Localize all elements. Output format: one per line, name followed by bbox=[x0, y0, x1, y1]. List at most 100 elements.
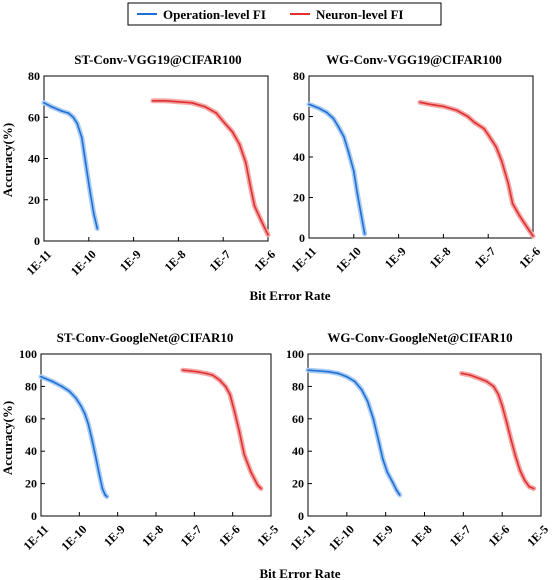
data-point-operation-level-fi bbox=[72, 116, 75, 119]
y-tick-label: 60 bbox=[292, 412, 304, 426]
y-tick-label: 60 bbox=[293, 110, 305, 124]
y-axis-label: Accuracy(%) bbox=[0, 123, 15, 197]
data-point-operation-level-fi bbox=[366, 400, 369, 402]
y-tick-label: 20 bbox=[292, 477, 304, 491]
y-tick-label: 0 bbox=[34, 234, 40, 248]
y-tick-label: 40 bbox=[25, 444, 37, 458]
y-tick-label: 20 bbox=[25, 477, 37, 491]
data-point-neuron-level-fi bbox=[518, 214, 521, 217]
legend-label-neuron: Neuron-level FI bbox=[316, 7, 404, 22]
y-tick-label: 20 bbox=[28, 193, 40, 207]
data-point-operation-level-fi bbox=[398, 494, 401, 496]
series-line-operation-level-fi bbox=[308, 103, 366, 235]
data-point-operation-level-fi bbox=[395, 489, 398, 491]
data-point-operation-level-fi bbox=[74, 396, 77, 399]
y-axis-label: Accuracy(%) bbox=[0, 401, 15, 475]
x-tick-label: 1E-7 bbox=[447, 522, 474, 549]
x-tick-label: 1E-10 bbox=[333, 244, 364, 275]
data-point-neuron-level-fi bbox=[523, 479, 526, 482]
series-line-neuron-level-fi bbox=[182, 369, 262, 490]
x-axis-label-bottom: Bit Error Rate bbox=[259, 566, 340, 580]
y-tick-label: 40 bbox=[293, 150, 305, 164]
y-tick-label: 0 bbox=[298, 509, 304, 523]
series-line-operation-level-fi bbox=[40, 375, 108, 498]
data-point-neuron-level-fi bbox=[519, 469, 521, 472]
data-point-operation-level-fi bbox=[84, 413, 86, 415]
data-point-neuron-level-fi bbox=[442, 105, 445, 108]
data-point-neuron-level-fi bbox=[532, 487, 535, 490]
data-point-operation-level-fi bbox=[307, 369, 309, 372]
data-point-neuron-level-fi bbox=[243, 453, 245, 456]
data-point-operation-level-fi bbox=[337, 125, 340, 128]
data-point-neuron-level-fi bbox=[507, 182, 510, 185]
data-point-operation-level-fi bbox=[328, 371, 330, 373]
data-point-neuron-level-fi bbox=[467, 115, 469, 118]
data-point-neuron-level-fi bbox=[182, 369, 184, 372]
data-point-operation-level-fi bbox=[93, 213, 95, 215]
data-point-operation-level-fi bbox=[354, 380, 356, 383]
data-point-neuron-level-fi bbox=[510, 439, 512, 441]
data-point-neuron-level-fi bbox=[469, 374, 472, 376]
data-point-neuron-level-fi bbox=[429, 103, 431, 106]
data-point-neuron-level-fi bbox=[238, 143, 241, 145]
plot-frame bbox=[307, 353, 542, 517]
x-tick-label: 1E-6 bbox=[216, 522, 243, 549]
panel-title: WG-Conv-GoogleNet@CIFAR10 bbox=[327, 330, 512, 345]
x-tick-label: 1E-11 bbox=[287, 522, 318, 553]
x-tick-label: 1E-10 bbox=[58, 522, 89, 553]
data-point-neuron-level-fi bbox=[501, 405, 504, 407]
x-tick-label: 1E-9 bbox=[382, 244, 409, 271]
data-point-neuron-level-fi bbox=[473, 121, 476, 124]
data-point-neuron-level-fi bbox=[211, 374, 214, 376]
y-tick-label: 100 bbox=[19, 347, 37, 361]
data-point-neuron-level-fi bbox=[224, 385, 227, 388]
y-tick-label: 0 bbox=[31, 509, 37, 523]
data-point-operation-level-fi bbox=[337, 372, 340, 375]
data-point-neuron-level-fi bbox=[485, 380, 488, 383]
x-tick-label: 1E-7 bbox=[178, 522, 205, 549]
y-tick-label: 100 bbox=[286, 347, 304, 361]
data-point-operation-level-fi bbox=[372, 418, 375, 420]
data-point-neuron-level-fi bbox=[532, 235, 534, 237]
data-point-neuron-level-fi bbox=[483, 127, 485, 130]
x-tick-label: 1E-9 bbox=[101, 522, 128, 549]
data-point-operation-level-fi bbox=[318, 370, 321, 372]
series-line-neuron-level-fi bbox=[460, 372, 535, 490]
x-tick-label: 1E-5 bbox=[254, 522, 281, 549]
data-point-neuron-level-fi bbox=[525, 225, 527, 227]
data-point-operation-level-fi bbox=[68, 390, 71, 393]
data-point-neuron-level-fi bbox=[253, 205, 256, 207]
data-point-operation-level-fi bbox=[360, 388, 363, 391]
series-line-operation-level-fi bbox=[307, 369, 401, 496]
data-point-neuron-level-fi bbox=[514, 455, 517, 457]
data-point-operation-level-fi bbox=[67, 112, 70, 114]
data-point-neuron-level-fi bbox=[218, 379, 221, 381]
data-point-neuron-level-fi bbox=[528, 486, 531, 488]
data-point-operation-level-fi bbox=[343, 136, 345, 138]
data-point-operation-level-fi bbox=[353, 170, 355, 172]
data-point-operation-level-fi bbox=[377, 439, 380, 441]
data-point-neuron-level-fi bbox=[460, 372, 463, 375]
data-point-operation-level-fi bbox=[90, 437, 93, 440]
x-tick-label: 1E-11 bbox=[288, 244, 319, 275]
x-tick-label: 1E-10 bbox=[68, 247, 99, 278]
series-halo-operation-level-fi bbox=[305, 367, 403, 498]
data-point-operation-level-fi bbox=[356, 192, 359, 195]
y-tick-label: 80 bbox=[28, 69, 40, 83]
panel-title: WG-Conv-VGG19@CIFAR100 bbox=[326, 52, 502, 67]
y-tick-label: 60 bbox=[25, 412, 37, 426]
x-axis-label-top: Bit Error Rate bbox=[249, 288, 330, 303]
series-halo-neuron-level-fi bbox=[180, 367, 264, 491]
data-point-neuron-level-fi bbox=[456, 109, 458, 112]
data-point-operation-level-fi bbox=[104, 494, 106, 496]
x-tick-label: 1E-11 bbox=[20, 522, 51, 553]
data-point-neuron-level-fi bbox=[196, 371, 199, 373]
data-point-neuron-level-fi bbox=[238, 431, 241, 433]
data-point-operation-level-fi bbox=[81, 137, 83, 139]
series-halo-operation-level-fi bbox=[41, 100, 100, 232]
data-point-neuron-level-fi bbox=[189, 370, 192, 372]
y-tick-label: 80 bbox=[25, 379, 37, 393]
panel-wg-vgg19: WG-Conv-VGG19@CIFAR100 0 20 40 60 80 1E-11 1E-… bbox=[288, 52, 543, 275]
data-point-operation-level-fi bbox=[87, 422, 89, 425]
x-tick-label: 1E-8 bbox=[408, 522, 435, 549]
